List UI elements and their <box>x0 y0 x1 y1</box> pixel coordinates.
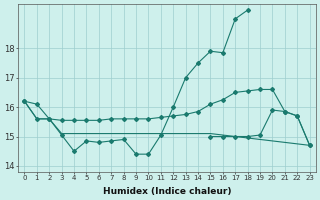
X-axis label: Humidex (Indice chaleur): Humidex (Indice chaleur) <box>103 187 231 196</box>
